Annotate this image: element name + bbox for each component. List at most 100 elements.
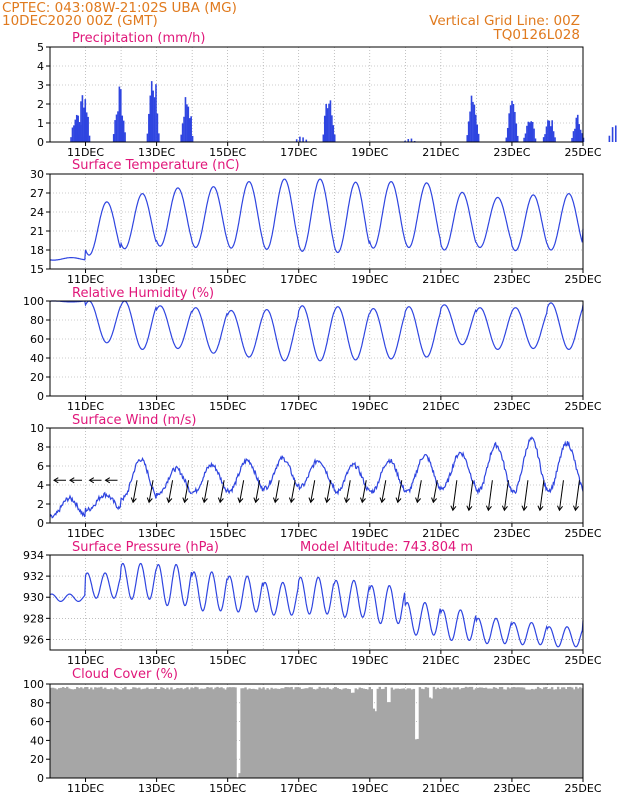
cloud-cover-bar bbox=[194, 686, 197, 778]
cloud-cover-bar bbox=[278, 688, 281, 778]
cloud-cover-bar bbox=[448, 687, 452, 778]
precip-bar bbox=[120, 89, 122, 142]
pressure-x-tick-label: 19DEC bbox=[351, 654, 388, 667]
cloud-cover-bar bbox=[134, 687, 137, 778]
cloud-cover-bar bbox=[212, 689, 215, 778]
wind-y-tick-label: 6 bbox=[37, 460, 44, 473]
cloud-cover-bar bbox=[538, 688, 542, 778]
cloud-cover-bar bbox=[404, 689, 408, 778]
precip-bar bbox=[75, 114, 78, 142]
precip-bar bbox=[114, 120, 116, 142]
cloud-cover-bar bbox=[166, 687, 169, 778]
cloud-cover-bar bbox=[340, 689, 343, 778]
precip-bar bbox=[533, 128, 535, 142]
temperature-x-tick-label: 21DEC bbox=[422, 273, 459, 286]
precip-bar bbox=[516, 135, 519, 142]
cloud-cover-bar bbox=[206, 687, 209, 778]
cloud-cover-bar bbox=[356, 689, 359, 778]
cloud-cover-bar bbox=[370, 689, 374, 778]
cloud-cover-bar bbox=[234, 687, 237, 778]
pressure-y-tick-label: 930 bbox=[23, 591, 44, 604]
precip-bar bbox=[548, 120, 551, 142]
cloud-cover-bar bbox=[406, 688, 410, 778]
wind-arrow-shaft bbox=[290, 480, 296, 503]
wind-x-tick-label: 19DEC bbox=[351, 527, 388, 540]
cloud-cover-bar bbox=[104, 687, 107, 778]
precip-bar bbox=[512, 104, 515, 142]
precip-bar bbox=[608, 135, 611, 142]
precip-bar bbox=[149, 95, 152, 142]
cloud-cover-bar bbox=[576, 688, 580, 778]
wind-y-tick-label: 2 bbox=[37, 498, 44, 511]
cloud-cover-bar bbox=[270, 687, 273, 778]
temperature-panel: 15 18 21 24 27 30 11DEC 13DEC 15DEC 17DEC 19DEC 21D… bbox=[30, 168, 602, 286]
cloud-cover-bar bbox=[302, 688, 305, 778]
humidity-y-tick-label: 0 bbox=[37, 390, 44, 403]
wind-x-tick-label: 15DEC bbox=[209, 527, 246, 540]
precip-bar bbox=[74, 119, 77, 142]
precip-x-tick-label: 19DEC bbox=[351, 146, 388, 159]
cloud-cover-bar bbox=[502, 689, 506, 778]
wind-arrow-shaft bbox=[255, 480, 261, 503]
wind-arrow-head bbox=[130, 497, 137, 504]
cloud-cover-bar bbox=[490, 688, 494, 778]
wind-arrow-head bbox=[288, 497, 295, 504]
cloud-cover-bar bbox=[90, 687, 93, 778]
cloud-cover-bar bbox=[256, 689, 259, 778]
cloud-cover-bar bbox=[562, 687, 566, 778]
cloud-cover-bar bbox=[64, 688, 67, 778]
cloud-cover-bar bbox=[552, 689, 556, 778]
cloud-cover-bar bbox=[454, 687, 458, 778]
cloud-cover-bar bbox=[398, 688, 402, 778]
temperature-frame bbox=[49, 173, 584, 270]
wind-arrow-shaft bbox=[432, 480, 438, 503]
cloud-cover-bar bbox=[52, 687, 55, 778]
humidity-x-tick-label: 11DEC bbox=[67, 400, 104, 413]
temperature-x-tick-label: 13DEC bbox=[138, 273, 175, 286]
wind-arrow-head bbox=[53, 477, 59, 484]
cloud-cover-bar bbox=[486, 688, 490, 778]
cloud-cover-bar bbox=[152, 688, 155, 778]
precip-x-tick-label: 17DEC bbox=[280, 146, 317, 159]
cloud-cover-bar bbox=[138, 687, 141, 778]
cloud-cover-bar bbox=[344, 688, 347, 778]
cloud-cover-bar bbox=[350, 692, 353, 778]
cloud-cover-bar bbox=[214, 687, 217, 778]
cloud-cover-bar bbox=[504, 689, 508, 778]
cloud-cover-bar bbox=[180, 687, 183, 778]
precip-bar bbox=[155, 84, 157, 142]
cloud-cover-bar bbox=[60, 687, 63, 778]
wind-x-tick-label: 25DEC bbox=[564, 527, 601, 540]
cloud-cover-bar bbox=[246, 689, 249, 778]
cloud-cover-bar bbox=[484, 687, 488, 778]
cloud-cover-bar bbox=[524, 689, 528, 778]
cloud-cover-bar bbox=[336, 688, 339, 778]
cloud-cover-bar bbox=[536, 686, 540, 778]
wind-title: Surface Wind (m/s) bbox=[72, 413, 196, 428]
cloud-cover-bar bbox=[176, 687, 179, 778]
cloud-cover-bar bbox=[574, 686, 578, 778]
wind-x-tick-label: 13DEC bbox=[138, 527, 175, 540]
precip-bar bbox=[614, 125, 617, 142]
cloud-cover-bar bbox=[102, 688, 105, 778]
temperature-y-tick-label: 21 bbox=[30, 225, 44, 238]
cloud-cover-bar bbox=[196, 687, 199, 778]
cloud-cover-bar bbox=[300, 688, 303, 778]
cloud-cover-bar bbox=[222, 688, 225, 778]
cloud-cover-bar bbox=[394, 688, 398, 778]
cloud-cover-bar bbox=[514, 687, 518, 778]
pressure-x-tick-label: 15DEC bbox=[209, 654, 246, 667]
precip-bar bbox=[188, 118, 191, 142]
precip-bar bbox=[524, 133, 527, 142]
precip-bar bbox=[331, 115, 333, 142]
precip-bar bbox=[413, 140, 416, 142]
cloud-cover-bar bbox=[130, 688, 133, 778]
precip-x-tick-label: 25DEC bbox=[564, 146, 601, 159]
cloud-cover-bar bbox=[216, 686, 219, 778]
cloud-cover-bar bbox=[540, 689, 544, 778]
precip-bar bbox=[578, 124, 580, 142]
humidity-frame bbox=[49, 300, 584, 397]
wind-arrow-shaft bbox=[539, 480, 545, 511]
wind-arrow-head bbox=[537, 505, 544, 512]
cloud-cover-bar bbox=[68, 688, 71, 778]
